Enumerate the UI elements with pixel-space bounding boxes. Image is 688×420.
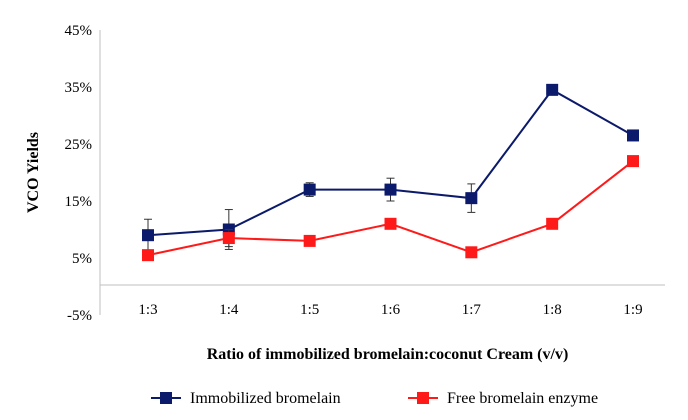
data-point [142,249,154,262]
series-line [147,160,634,257]
y-axis-label: VCO Yields [25,132,42,213]
data-point [465,246,478,259]
legend-label: Immobilized bromelain [190,390,341,407]
x-tick-label: 1:7 [462,302,482,318]
y-tick-label: 45% [65,23,93,39]
data-point [546,217,559,230]
data-point [627,129,639,142]
data-point [546,83,559,96]
data-point [142,229,154,242]
legend-marker [160,392,172,404]
x-tick-labels: 1:3 1:4 1:5 1:6 1:7 1:8 1:9 [138,302,642,318]
data-point [303,234,316,247]
series-line [147,88,634,237]
y-tick-label: 15% [65,194,93,210]
y-tick-label: -5% [67,308,92,324]
axes [99,30,665,315]
y-tick-label: 35% [65,80,93,96]
y-tick-labels: -5% 5% 15% 25% 35% 45% [65,23,93,324]
data-point [384,183,397,196]
x-tick-label: 1:3 [138,302,157,318]
x-tick-label: 1:8 [543,302,562,318]
series-0 [142,83,639,252]
series-group [142,83,639,262]
data-point [465,192,478,205]
x-tick-label: 1:5 [300,302,319,318]
data-point [303,183,316,196]
data-point [384,217,397,230]
x-tick-label: 1:9 [623,302,642,318]
legend: Immobilized bromelain Free bromelain enzy… [151,390,598,407]
data-point [627,155,639,168]
series-1 [142,155,639,262]
legend-item-0: Immobilized bromelain [151,390,341,407]
x-axis-label: Ratio of immobilized bromelain:coconut C… [207,346,569,363]
data-point [222,232,235,245]
x-tick-label: 1:6 [381,302,401,318]
legend-marker [417,392,429,404]
y-tick-label: 25% [65,137,93,153]
x-tick-label: 1:4 [219,302,239,318]
legend-item-1: Free bromelain enzyme [408,390,598,407]
legend-label: Free bromelain enzyme [447,390,598,407]
y-tick-label: 5% [72,251,92,267]
